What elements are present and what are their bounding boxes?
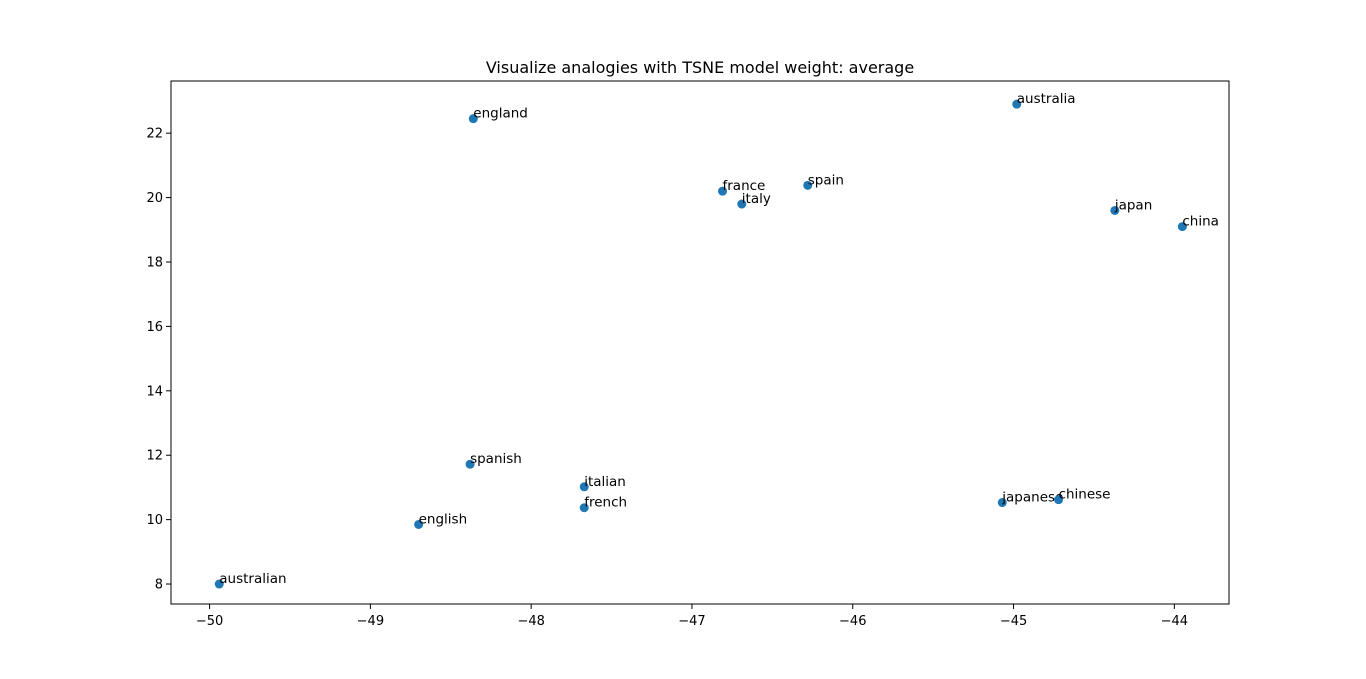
y-tick-label: 16 <box>146 320 163 335</box>
scatter-point <box>1054 495 1064 505</box>
scatter-point <box>468 114 478 124</box>
point-label: spain <box>808 172 844 188</box>
point-label: china <box>1182 214 1219 230</box>
x-tick-label: −46 <box>839 614 866 629</box>
point-label: italy <box>742 191 771 207</box>
point-label: australian <box>219 571 286 587</box>
scatter-point <box>1177 222 1187 232</box>
point-label: france <box>723 178 766 194</box>
x-tick-label: −48 <box>517 614 544 629</box>
point-label: england <box>473 106 528 122</box>
point-label: australia <box>1017 91 1076 107</box>
y-tick-label: 22 <box>146 127 163 142</box>
scatter-point <box>579 503 589 513</box>
x-tick-label: −50 <box>196 614 223 629</box>
y-tick-label: 18 <box>146 255 163 270</box>
point-label: japan <box>1114 197 1152 213</box>
scatter-point <box>1012 99 1022 109</box>
scatter-point <box>737 199 747 209</box>
point-label: japanese <box>1001 490 1063 506</box>
scatter-point <box>214 579 224 589</box>
x-tick-label: −45 <box>1000 614 1027 629</box>
data-points: england australia france spain italy japan chi… <box>214 91 1219 589</box>
y-axis: 8 10 12 14 16 18 20 22 <box>146 127 171 593</box>
scatter-point <box>579 482 589 492</box>
scatter-point <box>997 498 1007 508</box>
x-tick-label: −49 <box>357 614 384 629</box>
y-tick-label: 14 <box>146 384 163 399</box>
x-tick-label: −47 <box>678 614 705 629</box>
scatter-point <box>414 519 424 529</box>
x-tick-label: −44 <box>1161 614 1188 629</box>
y-tick-label: 20 <box>146 191 163 206</box>
scatter-point <box>1110 205 1120 215</box>
scatter-point <box>803 180 813 190</box>
point-label: italian <box>584 474 626 490</box>
y-tick-label: 10 <box>146 513 163 528</box>
plot-area-frame <box>170 80 1230 605</box>
point-label: spanish <box>470 451 522 467</box>
scatter-point <box>465 459 475 469</box>
point-label: chinese <box>1059 487 1111 503</box>
y-tick-label: 12 <box>146 449 163 464</box>
x-axis: −50 −49 −48 −47 −46 −45 −44 <box>196 604 1188 629</box>
chart-title: Visualize analogies with TSNE model weig… <box>486 58 914 77</box>
y-tick-label: 8 <box>155 578 163 593</box>
scatter-point <box>718 186 728 196</box>
point-label: english <box>419 511 468 527</box>
point-label: french <box>584 495 627 511</box>
